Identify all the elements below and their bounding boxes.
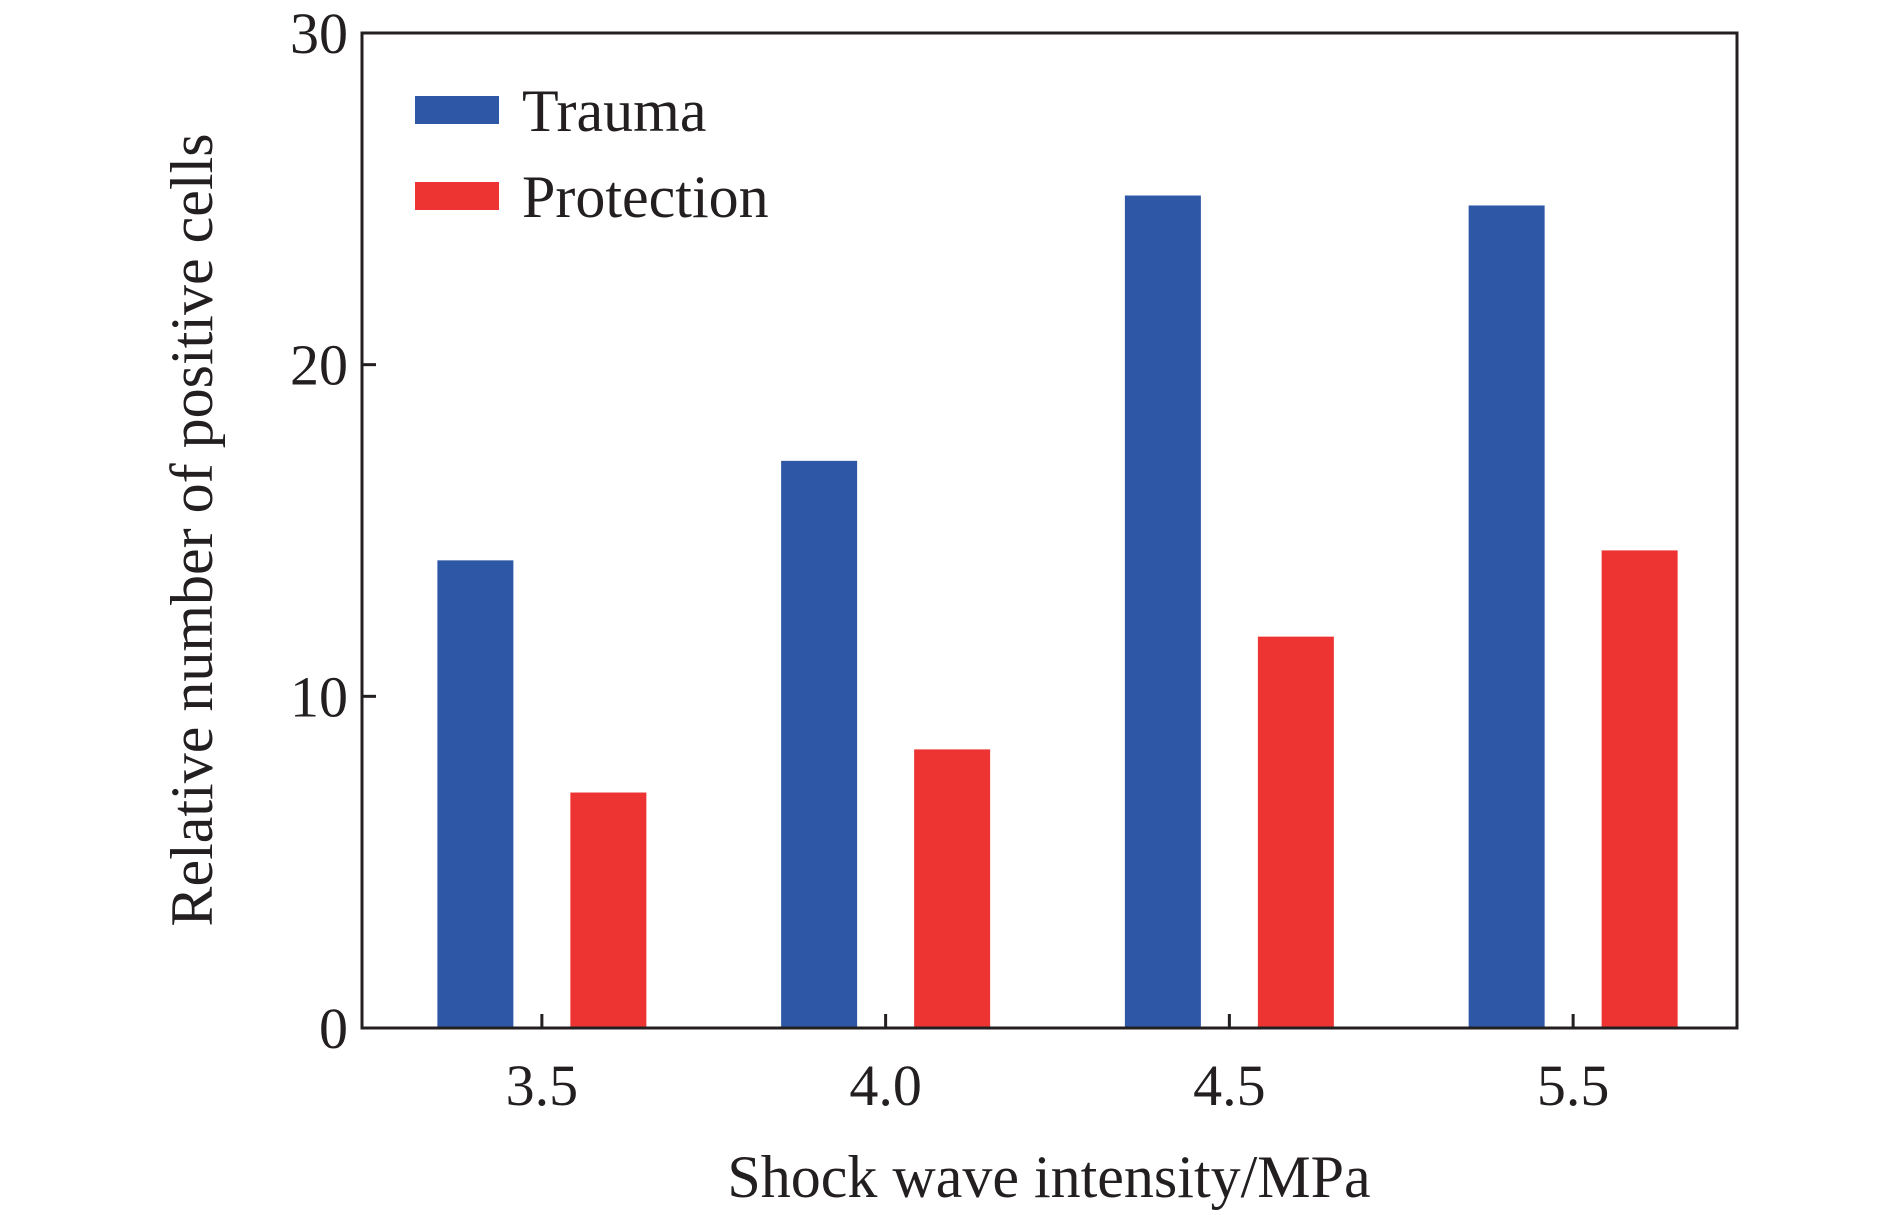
- bar-trauma-4.0: [781, 460, 858, 1029]
- x-tick-label: 4.0: [849, 1053, 922, 1118]
- plot-frame: [360, 31, 1739, 1030]
- bar-protection-3.5: [570, 792, 647, 1028]
- y-tick-label: 30: [290, 1, 348, 66]
- y-axis: 0 10 20 30: [290, 1, 376, 1061]
- x-axis-label: Shock wave intensity/MPa: [727, 1144, 1370, 1210]
- legend: Trauma Protection: [415, 78, 769, 230]
- y-axis-label: Relative number of positive cells: [159, 133, 225, 926]
- y-tick-label: 20: [290, 333, 348, 398]
- y-tick-label: 10: [290, 664, 348, 729]
- bar-trauma-4.5: [1124, 195, 1201, 1028]
- legend-label-trauma: Trauma: [522, 78, 706, 144]
- bar-protection-5.5: [1601, 550, 1678, 1028]
- bars-group: [437, 195, 1678, 1029]
- y-tick-label: 0: [319, 996, 348, 1061]
- x-tick-label: 4.5: [1193, 1053, 1266, 1118]
- bar-trauma-3.5: [437, 560, 514, 1028]
- bar-trauma-5.5: [1468, 205, 1545, 1028]
- legend-swatch-trauma: [415, 96, 499, 124]
- bar-protection-4.0: [914, 749, 991, 1028]
- x-tick-label: 5.5: [1537, 1053, 1610, 1118]
- legend-label-protection: Protection: [522, 164, 769, 230]
- bar-protection-4.5: [1257, 636, 1334, 1028]
- x-tick-label: 3.5: [506, 1053, 579, 1118]
- legend-swatch-protection: [415, 182, 499, 210]
- x-axis: 3.5 4.0 4.5 5.5: [506, 1014, 1610, 1118]
